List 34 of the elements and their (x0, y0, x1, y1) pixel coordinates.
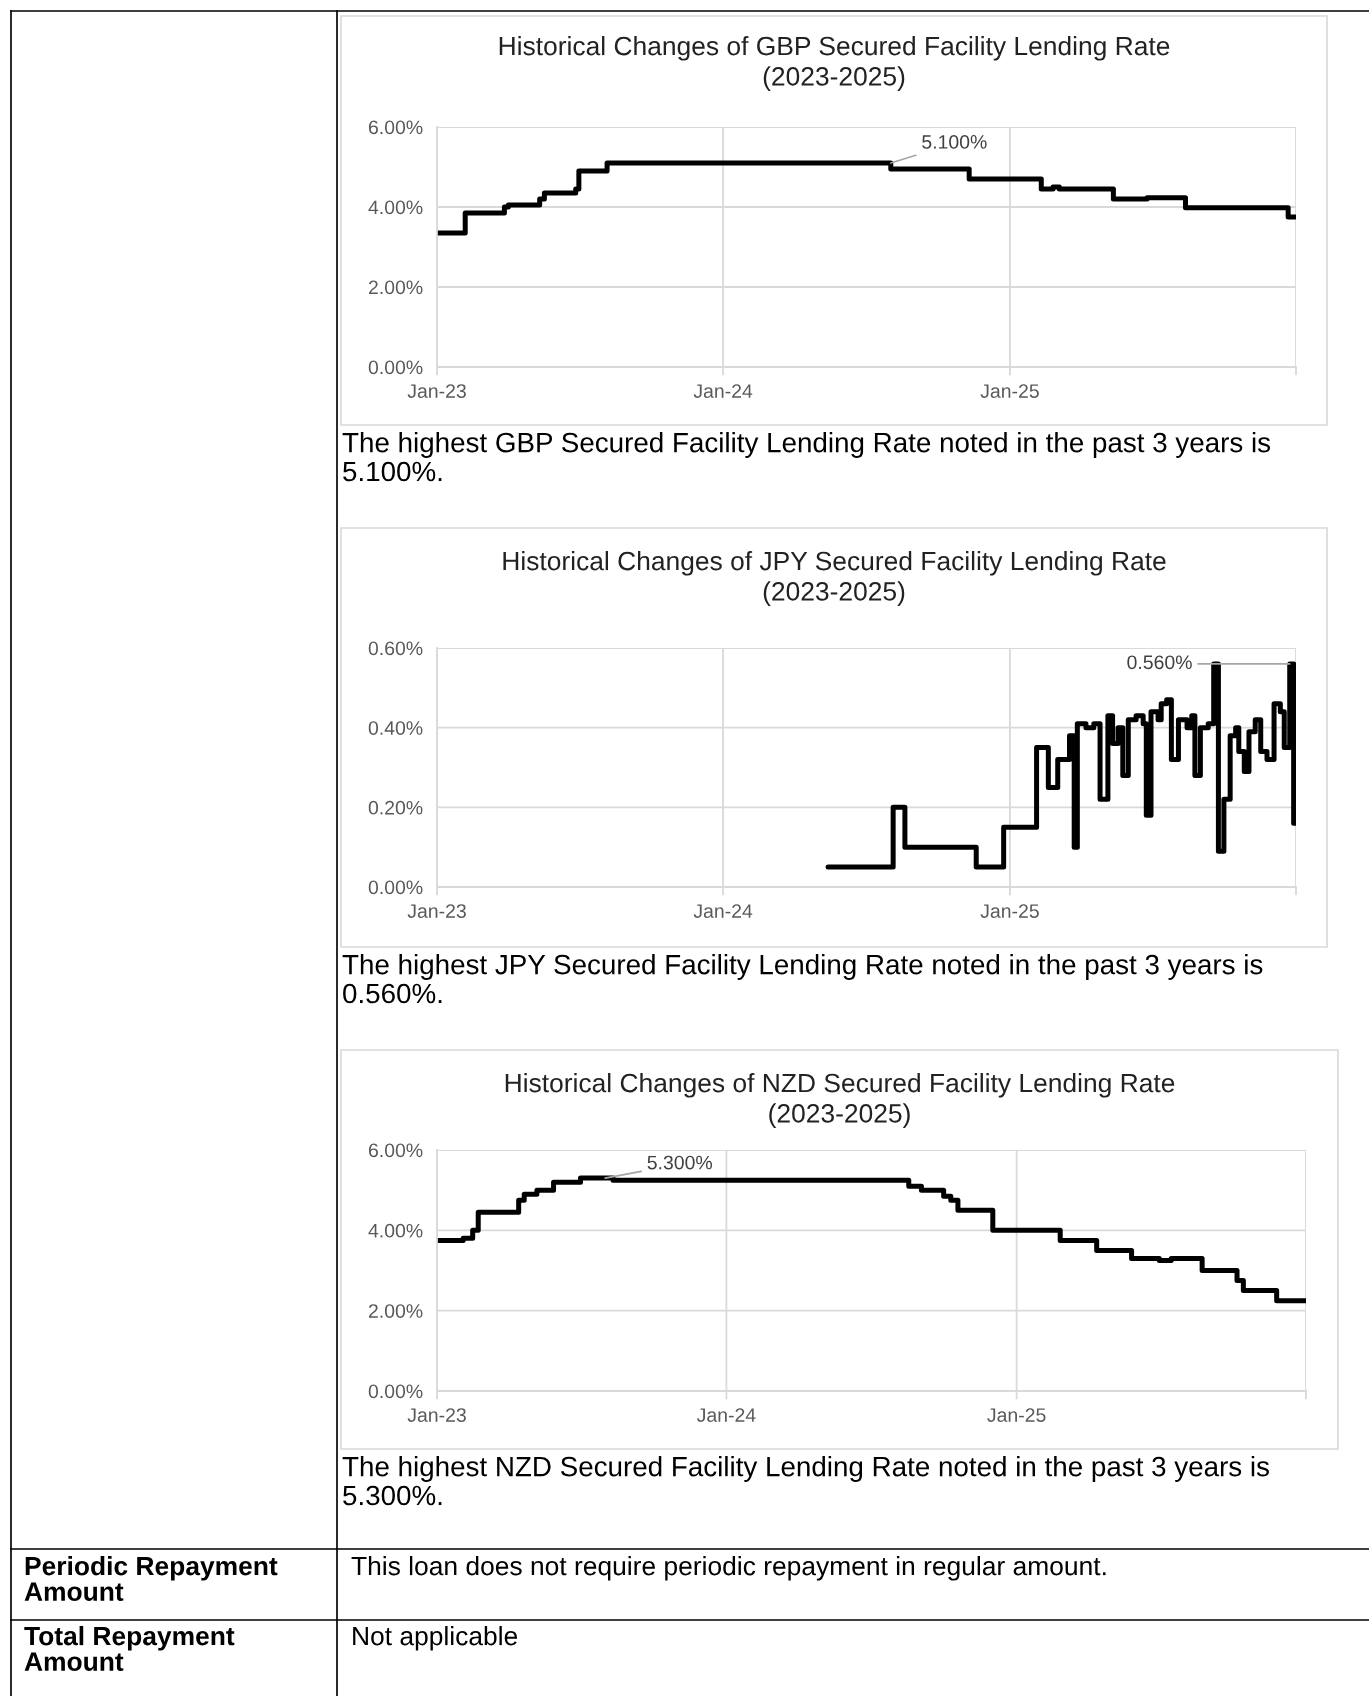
y-tick-label: 6.00% (368, 1143, 423, 1158)
x-tick-label: Jan-23 (407, 904, 466, 918)
y-tick-label: 2.00% (368, 280, 423, 295)
text: The highest JPY Secured Facility Lending Rate noted in the past 3 years is 0.560%. (342, 954, 1263, 1004)
x-tick-label: Jan-23 (407, 1408, 466, 1422)
y-tick-label: 0.60% (368, 641, 423, 656)
annotation: 5.100% (922, 135, 987, 149)
y-tick-label: 4.00% (368, 200, 423, 215)
y-tick-label: 0.00% (368, 360, 423, 375)
y-tick-label: 0.20% (368, 800, 423, 815)
chart-title: Historical Changes of JPY Secured Facility Lending Rate (2023-2025) (503, 551, 1166, 606)
text: The highest GBP Secured Facility Lending Rate noted in the past 3 years is 5.100%. (342, 432, 1271, 482)
y-tick-label: 2.00% (368, 1304, 423, 1318)
y-tick-label: 0.40% (368, 721, 423, 735)
y-tick-label: 6.00% (368, 120, 423, 135)
x-tick-label: Jan-25 (980, 384, 1039, 398)
y-tick-label: 0.00% (368, 880, 423, 895)
x-tick-label: Jan-25 (980, 904, 1039, 918)
chart-title: Historical Changes of NZD Secured Facility Lending Rate (2023-2025) (505, 1073, 1175, 1128)
y-tick-label: 4.00% (368, 1223, 423, 1238)
x-tick-label: Jan-24 (696, 1408, 756, 1422)
text: The highest NZD Secured Facility Lending Rate noted in the past 3 years is 5.300%. (342, 1456, 1269, 1506)
x-tick-label: Jan-24 (693, 384, 753, 398)
text: Periodic Repayment Amount (24, 1556, 278, 1601)
x-tick-label: Jan-23 (407, 384, 466, 398)
x-tick-label: Jan-24 (693, 904, 753, 918)
x-tick-label: Jan-25 (987, 1408, 1046, 1422)
text: Total Repayment Amount (24, 1626, 235, 1671)
text: This loan does not require periodic repayment in regular amount. (351, 1556, 1106, 1581)
text: Not applicable (353, 1626, 518, 1651)
annotation: 0.560% (1127, 655, 1192, 670)
chart-title: Historical Changes of GBP Secured Facility Lending Rate (2023-2025) (499, 36, 1170, 91)
y-tick-label: 0.00% (368, 1384, 423, 1399)
annotation: 5.300% (647, 1155, 713, 1170)
